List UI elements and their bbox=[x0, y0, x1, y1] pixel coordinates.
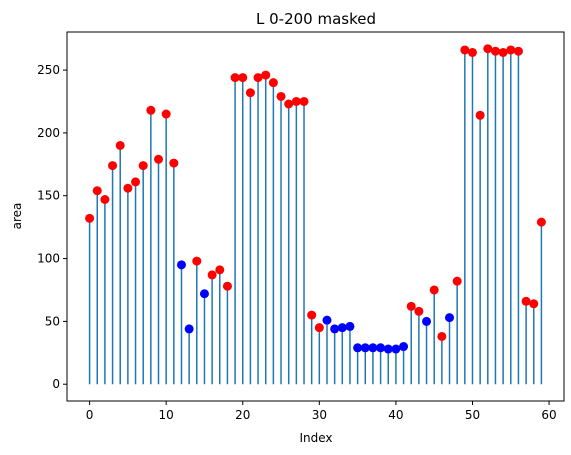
data-point bbox=[161, 109, 171, 119]
data-point bbox=[261, 70, 271, 80]
data-point bbox=[337, 323, 347, 333]
x-tick-label: 30 bbox=[312, 408, 327, 422]
data-point bbox=[238, 73, 248, 83]
x-tick-label: 40 bbox=[388, 408, 403, 422]
y-tick-label: 150 bbox=[37, 189, 60, 203]
data-point bbox=[383, 344, 393, 354]
data-point bbox=[330, 324, 340, 334]
data-point bbox=[391, 344, 401, 354]
x-tick-label: 10 bbox=[159, 408, 174, 422]
data-point bbox=[192, 256, 202, 266]
y-tick-label: 250 bbox=[37, 63, 60, 77]
data-point bbox=[376, 343, 386, 353]
data-point bbox=[146, 105, 156, 115]
data-point bbox=[475, 110, 485, 120]
y-tick-label: 50 bbox=[45, 314, 60, 328]
data-point bbox=[467, 47, 477, 57]
data-point bbox=[322, 315, 332, 325]
data-point bbox=[184, 324, 194, 334]
data-point bbox=[284, 99, 294, 109]
data-point bbox=[529, 299, 539, 309]
y-axis-ticks: 0 50 100 150 200 250 bbox=[37, 63, 67, 391]
data-point bbox=[207, 270, 217, 280]
data-point bbox=[399, 342, 409, 352]
x-tick-label: 60 bbox=[541, 408, 556, 422]
data-point bbox=[314, 323, 324, 333]
x-tick-label: 20 bbox=[235, 408, 250, 422]
data-point bbox=[291, 96, 301, 106]
data-point bbox=[230, 73, 240, 83]
data-point bbox=[483, 44, 493, 54]
data-point bbox=[406, 301, 416, 311]
data-point bbox=[299, 96, 309, 106]
data-point bbox=[176, 260, 186, 270]
data-point bbox=[368, 343, 378, 353]
data-point bbox=[123, 183, 133, 193]
data-point bbox=[422, 316, 432, 326]
data-point bbox=[345, 321, 355, 331]
data-point bbox=[115, 140, 125, 150]
markers-group bbox=[85, 44, 546, 354]
y-tick-label: 0 bbox=[52, 377, 60, 391]
data-point bbox=[276, 91, 286, 101]
data-point bbox=[169, 158, 179, 168]
x-axis-ticks: 0 10 20 30 40 50 60 bbox=[86, 401, 557, 422]
chart-title: L 0-200 masked bbox=[256, 10, 376, 28]
data-point bbox=[108, 161, 118, 171]
data-point bbox=[222, 281, 232, 291]
x-tick-label: 50 bbox=[465, 408, 480, 422]
data-point bbox=[513, 46, 523, 56]
data-point bbox=[521, 296, 531, 306]
x-tick-label: 0 bbox=[86, 408, 94, 422]
data-point bbox=[460, 45, 470, 55]
data-point bbox=[131, 177, 141, 187]
data-point bbox=[360, 343, 370, 353]
data-point bbox=[85, 213, 95, 223]
data-point bbox=[307, 310, 317, 320]
data-point bbox=[490, 46, 500, 56]
data-point bbox=[245, 88, 255, 98]
data-point bbox=[445, 313, 455, 323]
plot-frame bbox=[66, 31, 565, 402]
stems-group bbox=[88, 48, 543, 385]
x-axis-label: Index bbox=[299, 431, 332, 445]
data-point bbox=[429, 285, 439, 295]
data-point bbox=[498, 47, 508, 57]
data-point bbox=[268, 78, 278, 88]
data-point bbox=[215, 265, 225, 275]
data-point bbox=[92, 186, 102, 196]
data-point bbox=[414, 306, 424, 316]
data-point bbox=[536, 217, 546, 227]
y-tick-label: 100 bbox=[37, 252, 60, 266]
y-tick-label: 200 bbox=[37, 126, 60, 140]
data-point bbox=[506, 45, 516, 55]
data-point bbox=[253, 73, 263, 83]
data-point bbox=[199, 289, 209, 299]
data-point bbox=[138, 161, 148, 171]
data-point bbox=[437, 331, 447, 341]
data-point bbox=[154, 154, 164, 164]
y-axis-label: area bbox=[10, 203, 24, 230]
data-point bbox=[452, 276, 462, 286]
data-point bbox=[353, 343, 363, 353]
data-point bbox=[100, 195, 110, 205]
